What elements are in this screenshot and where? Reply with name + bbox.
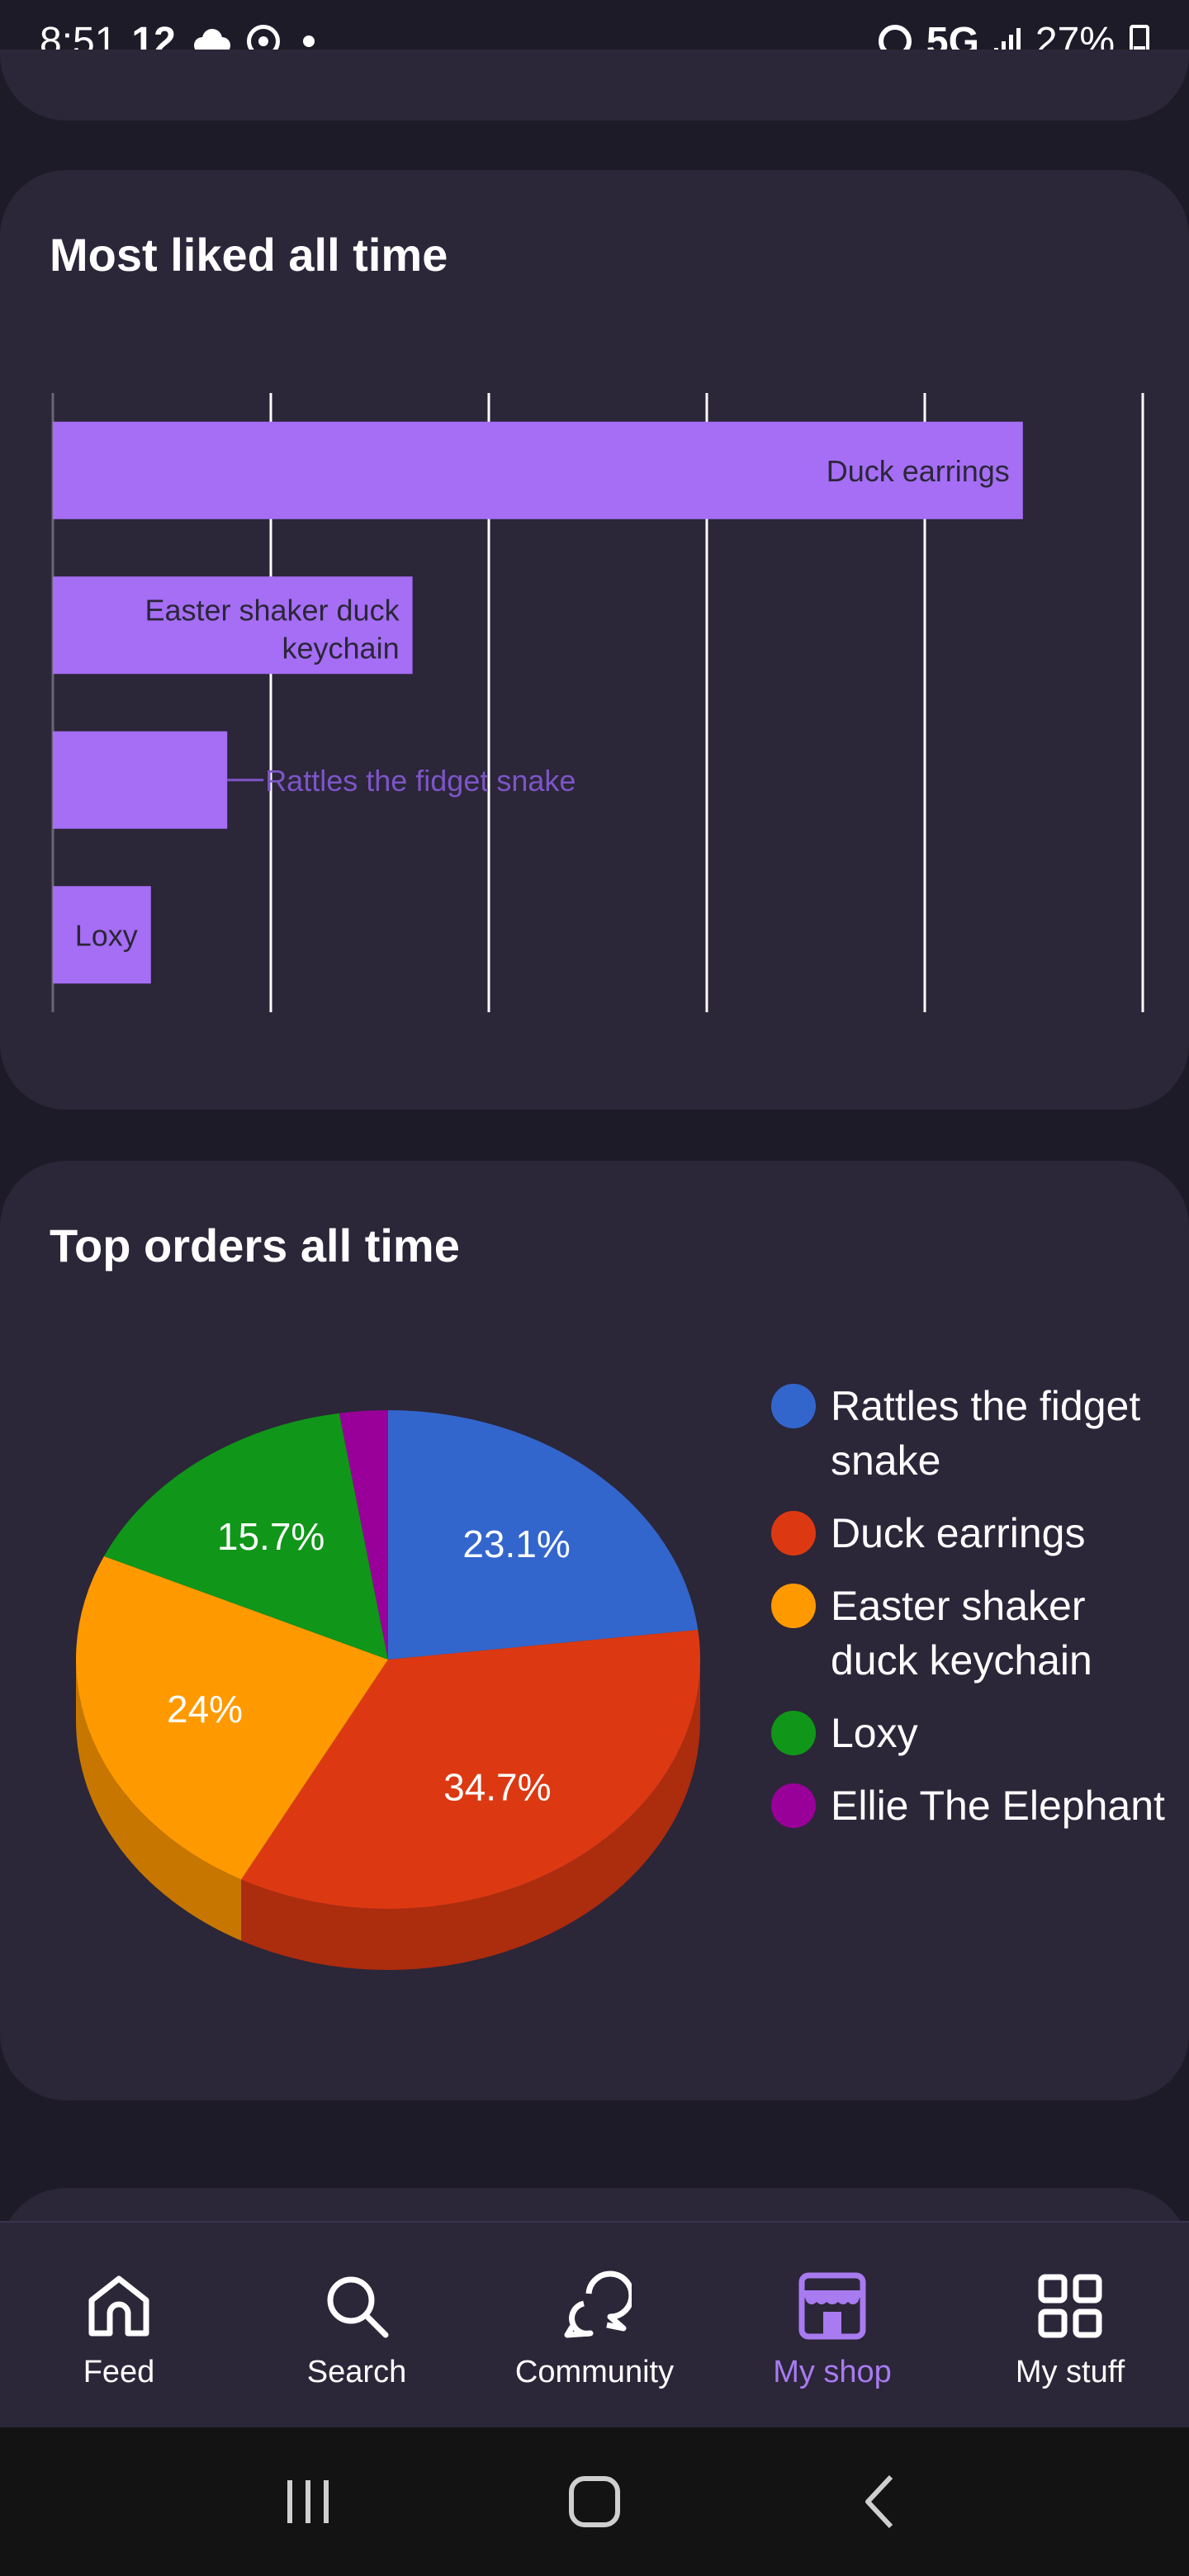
most-liked-card: Most liked all time Duck earrings Easter …: [0, 170, 1189, 1110]
card-title: Top orders all time: [50, 1219, 460, 1271]
bar: [53, 576, 413, 675]
legend-label: Rattles the fidget snake: [831, 1383, 1141, 1484]
pie-slice: [339, 1410, 388, 1660]
pie-slice: [103, 1413, 388, 1660]
dot-icon: [302, 36, 315, 47]
nav-label: My shop: [773, 2355, 892, 2389]
recent-apps-icon[interactable]: [275, 2469, 341, 2535]
previous-card: [0, 50, 1189, 121]
pie-slice-label: 24%: [167, 1688, 243, 1731]
search-icon: [327, 2276, 389, 2338]
bar-label: Rattles the fidget snake: [265, 764, 576, 798]
system-nav: [0, 2427, 1189, 2576]
pie-slice: [76, 1556, 388, 1880]
legend-label: Ellie The Elephant: [831, 1783, 1165, 1829]
pie-slice-label: 23.1%: [462, 1522, 570, 1565]
bar: [53, 731, 228, 829]
card-title: Most liked all time: [50, 229, 448, 281]
legend-item: Duck earrings: [771, 1506, 1168, 1560]
bar-label: keychain: [282, 631, 400, 665]
legend-swatch: [771, 1783, 816, 1828]
legend-label: Easter shaker duck keychain: [831, 1583, 1092, 1683]
nav-label: Community: [514, 2355, 675, 2389]
pie-slice-label: 34.7%: [443, 1766, 551, 1809]
legend-item: Easter shaker duck keychain: [771, 1579, 1168, 1688]
legend-swatch: [771, 1384, 816, 1428]
home-icon: [88, 2275, 149, 2337]
pie-slice: [241, 1630, 700, 1909]
bar-label: Duck earrings: [827, 454, 1010, 488]
nav-feed[interactable]: Feed: [0, 2223, 238, 2427]
nav-my-shop[interactable]: My shop: [713, 2223, 951, 2427]
nav-label: My stuff: [1015, 2355, 1125, 2389]
legend-swatch: [771, 1511, 816, 1556]
nav-search[interactable]: Search: [238, 2223, 476, 2427]
chat-bubbles-icon: [564, 2271, 632, 2338]
nav-label: Search: [306, 2355, 407, 2389]
bar: [53, 886, 151, 984]
nav-my-stuff[interactable]: My stuff: [951, 2223, 1189, 2427]
home-button-icon[interactable]: [561, 2469, 628, 2535]
grid-icon: [1038, 2274, 1102, 2338]
pie-slice: [388, 1410, 699, 1660]
legend-item: Loxy: [771, 1706, 1168, 1760]
legend-label: Duck earrings: [831, 1510, 1086, 1556]
status-left: 8:51 12: [40, 19, 315, 64]
bar-label: Easter shaker duck: [144, 593, 400, 627]
pie-slice-label: 15.7%: [217, 1515, 324, 1558]
bottom-nav: Feed Search Community My shop My stuff: [0, 2221, 1189, 2427]
back-icon[interactable]: [848, 2469, 914, 2535]
top-orders-card: Top orders all time 23.1% 34.7% 24% 15.7% R…: [0, 1161, 1189, 2100]
pie-legend: Rattles the fidget snake Duck earrings Eas…: [771, 1379, 1168, 1851]
legend-label: Loxy: [831, 1710, 918, 1756]
nav-label: Feed: [83, 2355, 155, 2389]
pie-slice-side: [241, 1660, 700, 1970]
legend-swatch: [771, 1584, 816, 1628]
bar: [53, 421, 1023, 519]
legend-item: Ellie The Elephant: [771, 1778, 1168, 1833]
pie-chart: 23.1% 34.7% 24% 15.7%: [76, 1410, 700, 1970]
shop-icon: [798, 2272, 866, 2340]
bar-label: Loxy: [75, 918, 138, 952]
bar-chart: Duck earrings Easter shaker duck keychain R…: [51, 393, 1144, 1012]
legend-item: Rattles the fidget snake: [771, 1379, 1168, 1488]
nav-community[interactable]: Community: [476, 2223, 713, 2427]
legend-swatch: [771, 1711, 816, 1755]
pie-slice-side: [76, 1660, 242, 1941]
